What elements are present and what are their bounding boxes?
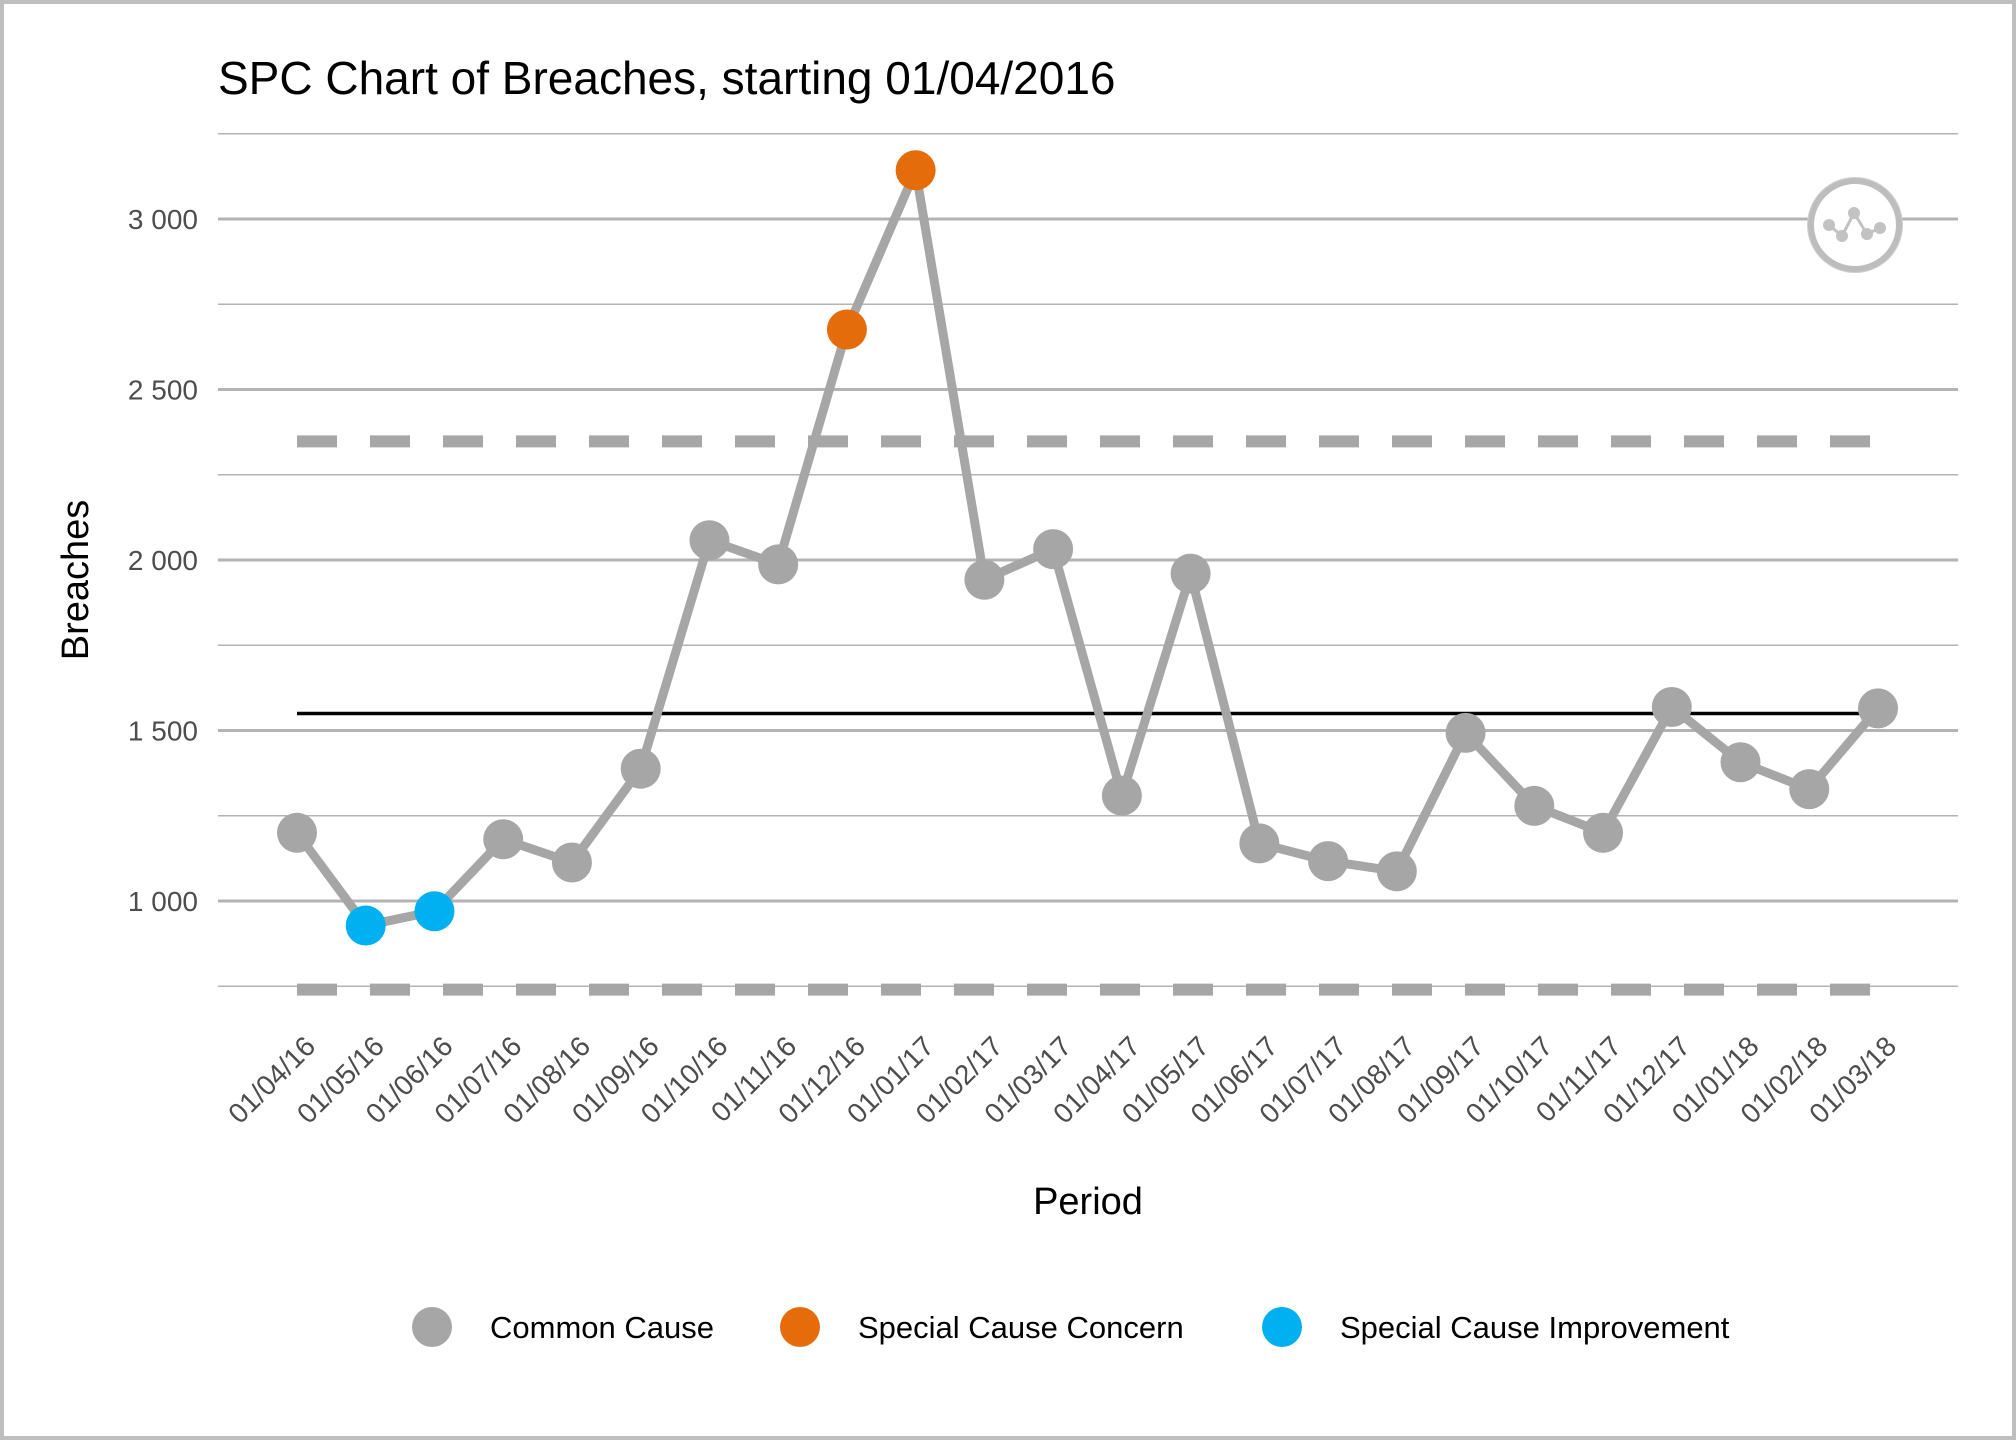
data-point-common <box>1170 553 1211 594</box>
data-point-common <box>1651 686 1692 727</box>
breaches-line <box>293 165 1882 931</box>
data-point-common <box>964 559 1005 600</box>
legend-marker-common <box>412 1307 452 1347</box>
data-point-common <box>277 812 317 853</box>
data-point-common <box>1239 823 1280 864</box>
y-axis-title: Breaches <box>55 500 97 661</box>
data-point-common <box>1033 529 1074 570</box>
legend-marker-improvement <box>1262 1307 1302 1347</box>
data-point-common <box>483 819 524 860</box>
data-point-common <box>1445 712 1486 753</box>
y-tick-label: 3 000 <box>128 204 198 235</box>
legend-label-common: Common Cause <box>490 1310 714 1345</box>
y-tick-label: 2 500 <box>128 375 198 406</box>
data-point-common <box>1583 812 1624 853</box>
data-point-concern <box>895 150 936 191</box>
y-tick-label: 1 500 <box>128 716 198 747</box>
data-point-common <box>689 520 730 561</box>
common-cause-variation-icon <box>1807 177 1903 273</box>
data-point-common <box>758 544 799 585</box>
legend-label-improvement: Special Cause Improvement <box>1340 1310 1730 1345</box>
data-point-concern <box>826 309 867 350</box>
y-tick-label: 2 000 <box>128 545 198 576</box>
data-point-common <box>1858 688 1898 729</box>
data-point-common <box>1376 851 1417 892</box>
data-point-improvement <box>345 905 386 946</box>
legend-marker-concern <box>780 1307 820 1347</box>
data-point-common <box>1720 742 1761 783</box>
data-point-common <box>1514 785 1555 826</box>
data-point-improvement <box>414 891 455 932</box>
legend-label-concern: Special Cause Concern <box>858 1310 1184 1345</box>
data-point-common <box>1789 769 1830 810</box>
y-tick-label: 1 000 <box>128 886 198 917</box>
chart-title: SPC Chart of Breaches, starting 01/04/20… <box>218 52 1116 104</box>
x-axis-title: Period <box>1033 1181 1143 1223</box>
data-point-common <box>551 842 592 883</box>
data-point-common <box>1101 775 1142 816</box>
data-point-common <box>620 748 661 789</box>
data-point-common <box>1308 841 1349 882</box>
